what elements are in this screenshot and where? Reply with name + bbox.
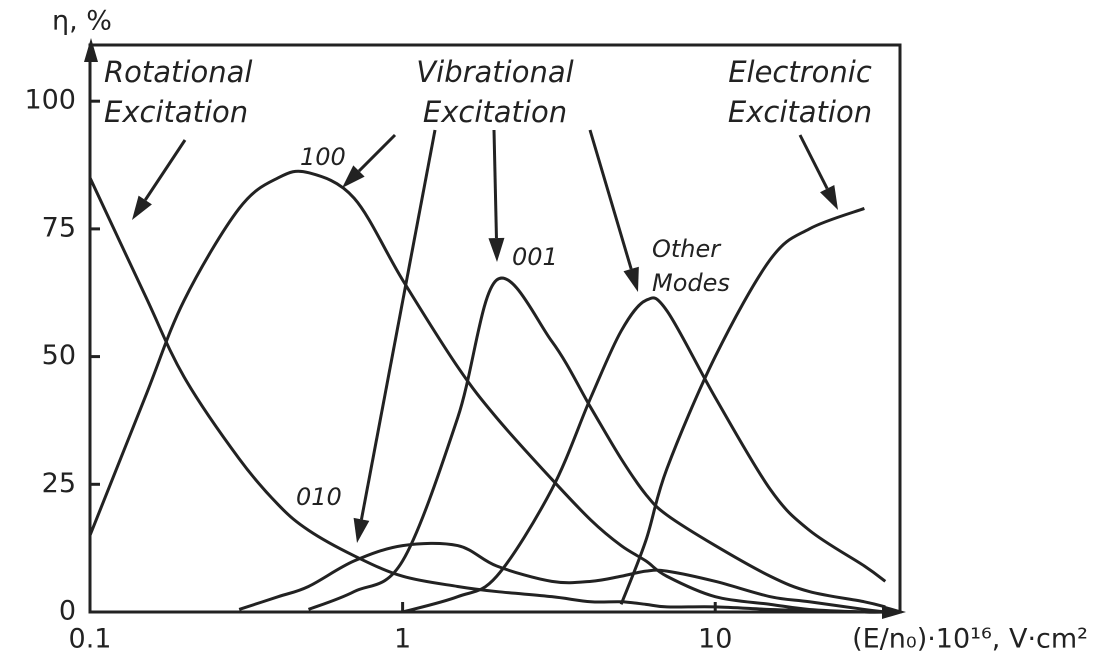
- pointer-arrowhead: [353, 517, 370, 543]
- pointer-arrowhead: [820, 184, 838, 210]
- curve-label: 010: [296, 483, 342, 511]
- annotation: Rotational Excitation: [104, 55, 253, 129]
- pointer-arrowhead: [342, 165, 365, 188]
- y-tick-label: 50: [42, 340, 76, 371]
- x-axis-label: (E/n₀)·10¹⁶, V·cm²: [852, 624, 1088, 655]
- pointer-arrow: [144, 139, 187, 201]
- plot-frame: [88, 43, 902, 614]
- pointer-arrowhead: [132, 195, 152, 220]
- y-axis-arrow: [84, 38, 98, 62]
- annotation: Vibrational Excitation: [416, 55, 574, 129]
- pointer-arrowhead: [623, 266, 639, 292]
- y-tick-label: 100: [24, 85, 76, 116]
- line-series: [619, 207, 865, 605]
- line-series: [88, 177, 886, 614]
- pointer-arrow: [492, 129, 498, 239]
- y-tick-label: 75: [42, 212, 76, 243]
- x-axis-arrow: [882, 605, 906, 619]
- x-tick-label: 0.1: [69, 624, 112, 655]
- line-series: [402, 296, 887, 614]
- x-tick-label: 1: [394, 624, 411, 655]
- curve-label: 001: [512, 243, 558, 271]
- pointer-arrow: [357, 133, 397, 173]
- line-series: [307, 276, 886, 611]
- y-tick-label: 25: [42, 468, 76, 499]
- x-tick-label: 10: [698, 624, 732, 655]
- curve-label: Other Modes: [652, 235, 730, 297]
- pointer-arrow: [588, 129, 633, 270]
- line-series: [238, 541, 886, 614]
- line-series: [88, 169, 886, 614]
- pointer-arrowhead: [488, 237, 505, 262]
- pointer-arrow: [359, 129, 437, 520]
- pointer-arrow: [798, 134, 829, 190]
- annotation: Electronic Excitation: [727, 55, 873, 129]
- curve-label: 100: [300, 143, 346, 171]
- y-tick-label: 0: [59, 596, 76, 627]
- y-axis-label: η, %: [52, 6, 112, 37]
